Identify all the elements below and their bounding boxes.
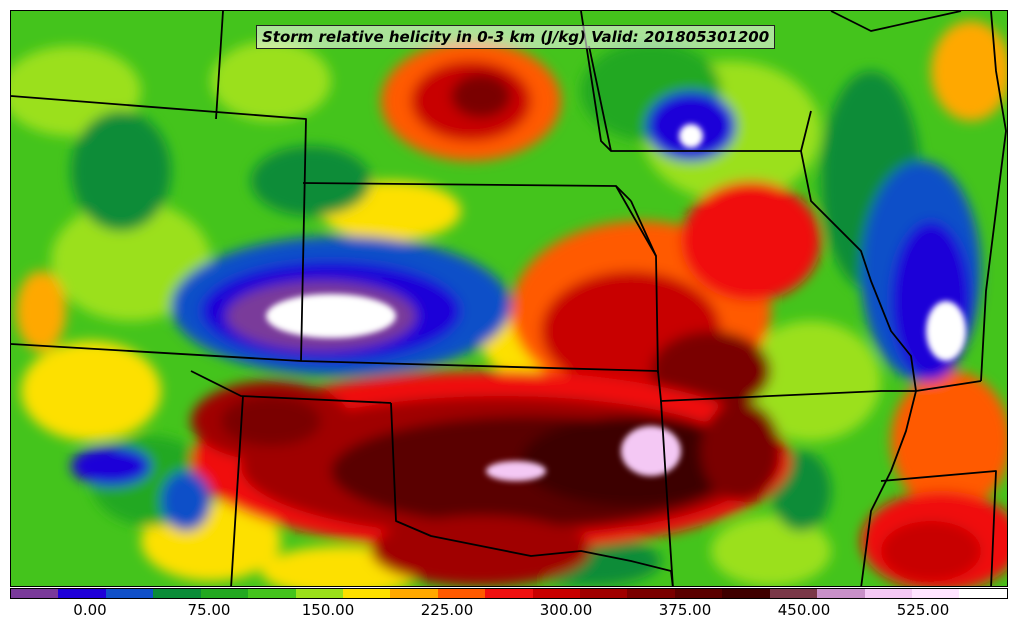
map-panel: Storm relative helicity in 0-3 km (J/kg)… (10, 10, 1008, 587)
colorbar-tick-label: 0.00 (73, 601, 107, 619)
colorbar-swatch (390, 589, 438, 598)
colorbar-swatch (817, 589, 865, 598)
colorbar-swatch (627, 589, 675, 598)
colorbar-swatch (105, 589, 154, 598)
colorbar-tick-label: 375.00 (658, 601, 712, 619)
colorbar-swatch (722, 589, 770, 598)
colorbar-swatch (674, 589, 723, 598)
colorbar-tick-label: 225.00 (420, 601, 474, 619)
boundary-co-ks (11, 343, 659, 372)
boundary-il-in (980, 11, 1007, 382)
colorbar-swatch (58, 589, 106, 598)
colorbar-tick-label: 300.00 (539, 601, 593, 619)
colorbar-tick-label: 150.00 (301, 601, 355, 619)
boundary-ok-tx-panhandle (190, 370, 392, 404)
boundary-ne-ia (615, 185, 632, 202)
boundary-mn-wi (830, 11, 962, 32)
map-title: Storm relative helicity in 0-3 km (J/kg)… (256, 25, 776, 49)
boundary-wy-co-ne (302, 182, 659, 374)
boundary-ia-mo (630, 200, 657, 257)
colorbar-swatch (200, 589, 249, 598)
colorbar-tick-label: 75.00 (187, 601, 231, 619)
colorbar-swatch (769, 589, 818, 598)
boundary-east-river (800, 110, 917, 586)
helicity-maxima (266, 124, 966, 481)
colorbar-swatch (912, 589, 960, 598)
colorbar-swatch (11, 589, 59, 598)
colorbar-tick-label: 525.00 (896, 601, 950, 619)
colorbar-swatch (959, 589, 1007, 598)
helicity-map (11, 11, 1007, 586)
boundary-ok-tx-red-river (390, 402, 674, 586)
colorbar-swatch (485, 589, 533, 598)
colorbar-swatch (532, 589, 581, 598)
colorbar-swatch (864, 589, 913, 598)
boundary-ks-ok-mo (657, 370, 982, 402)
state-boundaries (11, 11, 1007, 586)
colorbar-swatch (295, 589, 343, 598)
boundary-nm-tx (230, 395, 244, 586)
boundary-north-west (11, 95, 307, 362)
colorbar-swatch (580, 589, 628, 598)
colorbar (10, 588, 1008, 599)
boundary-ar-la (880, 470, 997, 586)
colorbar-swatch (153, 589, 201, 598)
colorbar-swatch (437, 589, 486, 598)
boundary-sd-ne (580, 11, 801, 152)
boundary-ok-ar (660, 400, 674, 586)
colorbar-swatch (342, 589, 391, 598)
boundary-mt-wy (215, 11, 224, 120)
boundary-mn-ia (588, 45, 612, 152)
colorbar-tick-label: 450.00 (777, 601, 831, 619)
colorbar-labels: 0.00 75.00 150.00 225.00 300.00 375.00 450.00 5… (0, 601, 1018, 625)
colorbar-swatch (248, 589, 296, 598)
